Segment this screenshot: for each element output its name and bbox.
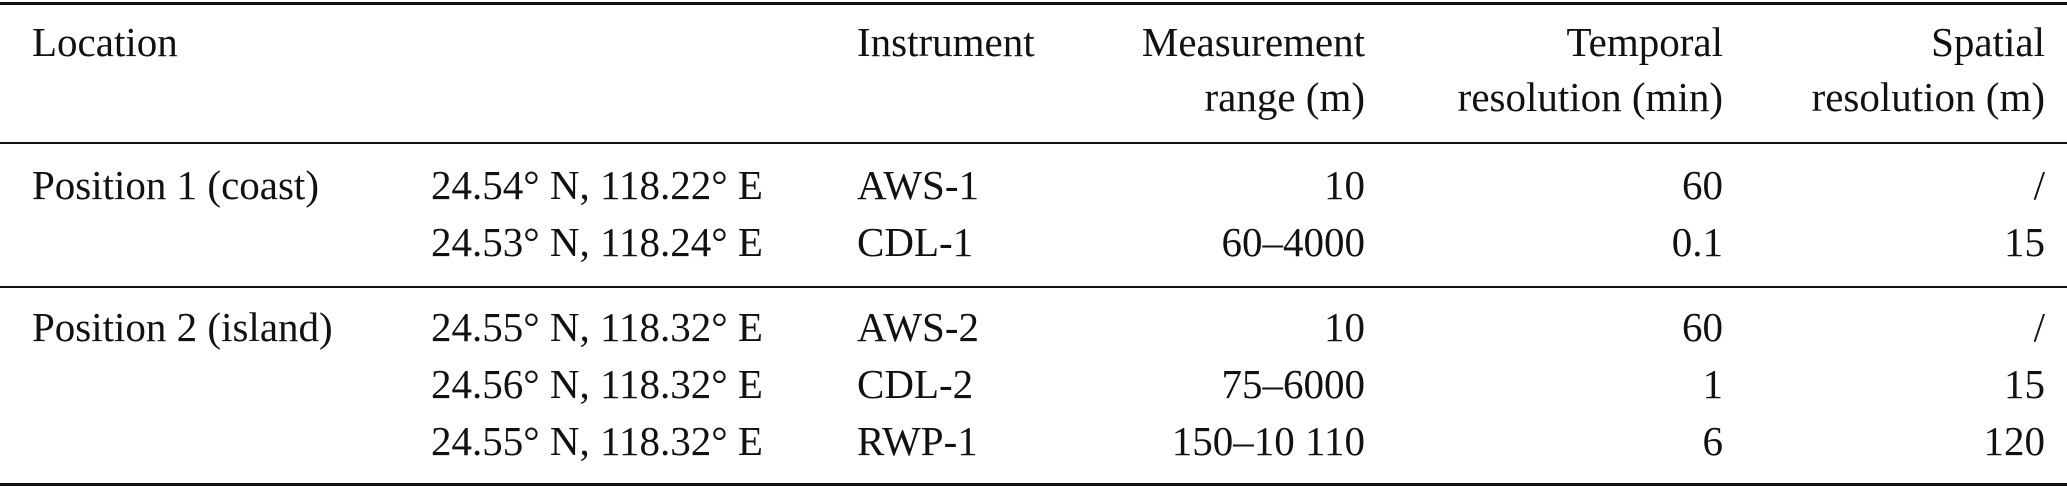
header-cell: Measurement: [1141, 19, 1365, 65]
range-cell: 150–10 110: [1171, 418, 1365, 464]
location-cell: Position 2 (island): [32, 304, 333, 350]
instrument-cell: CDL-2: [857, 361, 974, 407]
header-cell: Location: [32, 19, 178, 65]
range-cell: 75–6000: [1221, 361, 1366, 407]
header-cell: resolution (min): [1457, 74, 1723, 120]
coordinates-cell: 24.56° N, 118.32° E: [431, 361, 763, 407]
spatial-cell: 15: [2004, 361, 2045, 407]
header-cell: Spatial: [1931, 19, 2045, 65]
table-rule: [0, 142, 2067, 144]
temporal-cell: 60: [1682, 304, 1723, 350]
coordinates-cell: 24.53° N, 118.24° E: [431, 219, 763, 265]
coordinates-cell: 24.54° N, 118.22° E: [431, 162, 763, 208]
spatial-cell: /: [2033, 162, 2045, 208]
header-cell: range (m): [1204, 74, 1366, 120]
header-cell: Instrument: [857, 19, 1035, 65]
instrument-cell: RWP-1: [857, 418, 978, 464]
spatial-cell: /: [2033, 304, 2045, 350]
range-cell: 10: [1324, 304, 1365, 350]
instrument-cell: AWS-2: [857, 304, 979, 350]
temporal-cell: 6: [1702, 418, 1724, 464]
temporal-cell: 60: [1682, 162, 1723, 208]
table-rule: [0, 483, 2067, 486]
range-cell: 60–4000: [1221, 219, 1366, 265]
range-cell: 10: [1324, 162, 1365, 208]
table-rule: [0, 286, 2067, 288]
instrument-cell: CDL-1: [857, 219, 974, 265]
coordinates-cell: 24.55° N, 118.32° E: [431, 418, 763, 464]
spatial-cell: 15: [2004, 219, 2045, 265]
spatial-cell: 120: [1983, 418, 2046, 464]
temporal-cell: 0.1: [1671, 219, 1723, 265]
header-cell: Temporal: [1566, 19, 1723, 65]
table-rule: [0, 2, 2067, 5]
header-cell: resolution (m): [1811, 74, 2045, 120]
coordinates-cell: 24.55° N, 118.32° E: [431, 304, 763, 350]
location-cell: Position 1 (coast): [32, 162, 319, 208]
temporal-cell: 1: [1702, 361, 1724, 407]
instrument-cell: AWS-1: [857, 162, 979, 208]
